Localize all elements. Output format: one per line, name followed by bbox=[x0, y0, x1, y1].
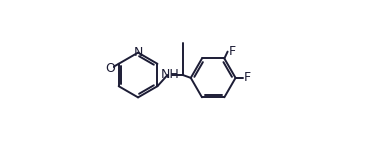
Text: N: N bbox=[133, 46, 143, 59]
Text: O: O bbox=[105, 62, 115, 75]
Text: F: F bbox=[244, 71, 251, 84]
Text: NH: NH bbox=[161, 69, 179, 81]
Text: F: F bbox=[229, 45, 236, 58]
